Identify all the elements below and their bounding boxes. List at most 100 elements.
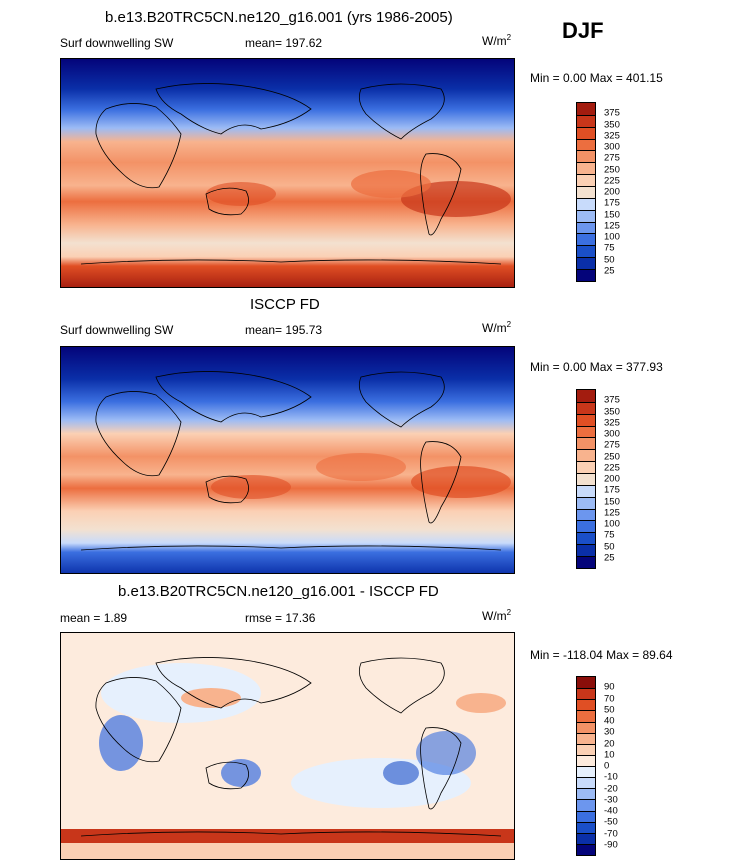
colorbar-cell [577, 843, 595, 855]
colorbar-cell [577, 821, 595, 833]
colorbar-cell [577, 221, 595, 234]
colorbar-tick-label: 100 [604, 518, 620, 530]
colorbar-cell [577, 233, 595, 246]
colorbar-tick-label: 300 [604, 428, 620, 440]
colorbar-tick-label: 375 [604, 107, 620, 119]
colorbar-cell [577, 437, 595, 450]
colorbar-cell [577, 209, 595, 222]
colorbar-tick-label: -90 [604, 839, 618, 851]
colorbar-cell [577, 484, 595, 497]
colorbar-cell [577, 461, 595, 474]
season-label: DJF [562, 18, 604, 43]
panel1-left-label: Surf downwelling SW [60, 36, 174, 50]
colorbar-tick-label: 275 [604, 439, 620, 451]
colorbar-cell [577, 532, 595, 545]
colorbar-cell [577, 832, 595, 844]
colorbar-tick-label: 200 [604, 186, 620, 198]
panel3-minmax: Min = -118.04 Max = 89.64 [530, 648, 673, 662]
colorbar-cell [577, 425, 595, 438]
colorbar-cell [577, 162, 595, 175]
colorbar-tick-label: 200 [604, 473, 620, 485]
colorbar-tick-label: 40 [604, 715, 615, 727]
panel3-colorbar [576, 676, 596, 856]
colorbar-tick-label: 50 [604, 704, 615, 716]
colorbar-cell [577, 496, 595, 509]
colorbar-tick-label: 90 [604, 681, 615, 693]
panel2-mean: mean= 195.73 [245, 323, 323, 337]
colorbar-cell [577, 788, 595, 800]
colorbar-cell [577, 138, 595, 151]
colorbar-tick-label: 225 [604, 462, 620, 474]
colorbar-cell [577, 390, 595, 402]
colorbar-tick-label: -10 [604, 771, 618, 783]
colorbar-tick-label: 325 [604, 417, 620, 429]
colorbar-tick-label: -30 [604, 794, 618, 806]
colorbar-cell [577, 520, 595, 533]
colorbar-cell [577, 245, 595, 258]
panel1-title: b.e13.B20TRC5CN.ne120_g16.001 (yrs 1986-… [105, 9, 453, 26]
colorbar-tick-label: 350 [604, 406, 620, 417]
panel3-mean: mean = 1.89 [60, 611, 128, 625]
panel1-mean: mean= 197.62 [245, 36, 323, 50]
colorbar-cell [577, 150, 595, 163]
panel2-units: W/m2 [482, 320, 512, 335]
colorbar-cell [577, 810, 595, 822]
colorbar-tick-label: 125 [604, 507, 620, 519]
colorbar-cell [577, 186, 595, 198]
colorbar-cell [577, 777, 595, 789]
colorbar-cell [577, 699, 595, 711]
colorbar-cell [577, 677, 595, 689]
colorbar-tick-label: -50 [604, 816, 618, 828]
colorbar-tick-label: 20 [604, 738, 615, 749]
colorbar-tick-label: 250 [604, 164, 620, 175]
colorbar-cell [577, 114, 595, 127]
panel3-rmse: rmse = 17.36 [245, 611, 316, 625]
colorbar-cell [577, 688, 595, 700]
colorbar-tick-label: 30 [604, 726, 615, 738]
colorbar-tick-label: -20 [604, 783, 618, 794]
panel2-map [60, 346, 515, 574]
colorbar-cell [577, 799, 595, 811]
panel1-minmax: Min = 0.00 Max = 401.15 [530, 71, 663, 85]
colorbar-cell [577, 197, 595, 210]
colorbar-tick-label: 350 [604, 119, 620, 130]
colorbar-tick-label: 175 [604, 484, 620, 496]
panel2-minmax: Min = 0.00 Max = 377.93 [530, 360, 663, 374]
colorbar-cell [577, 743, 595, 755]
colorbar-tick-label: 50 [604, 254, 615, 265]
colorbar-cell [577, 710, 595, 722]
colorbar-tick-label: 100 [604, 231, 620, 243]
colorbar-tick-label: 75 [604, 529, 615, 541]
panel3-title: b.e13.B20TRC5CN.ne120_g16.001 - ISCCP FD [118, 583, 439, 600]
colorbar-cell [577, 103, 595, 115]
panel3-units: W/m2 [482, 608, 512, 623]
panel1-map [60, 58, 515, 288]
panel3-map [60, 632, 515, 860]
colorbar-cell [577, 766, 595, 778]
colorbar-tick-label: 300 [604, 141, 620, 153]
colorbar-cell [577, 174, 595, 187]
colorbar-tick-label: 75 [604, 242, 615, 254]
colorbar-tick-label: 225 [604, 175, 620, 187]
colorbar-tick-label: 375 [604, 394, 620, 406]
colorbar-cell [577, 269, 595, 281]
colorbar-cell [577, 544, 595, 557]
colorbar-tick-label: 150 [604, 496, 620, 507]
colorbar-tick-label: 150 [604, 209, 620, 220]
colorbar-cell [577, 556, 595, 568]
colorbar-tick-label: 0 [604, 760, 610, 772]
panel2-left-label: Surf downwelling SW [60, 323, 174, 337]
colorbar-tick-label: -70 [604, 828, 618, 839]
colorbar-cell [577, 721, 595, 733]
colorbar-cell [577, 754, 595, 766]
colorbar-cell [577, 508, 595, 521]
colorbar-cell [577, 401, 595, 414]
colorbar-tick-label: 70 [604, 693, 615, 704]
panel2-title: ISCCP FD [250, 296, 320, 313]
colorbar-cell [577, 732, 595, 744]
colorbar-tick-label: 325 [604, 130, 620, 142]
colorbar-tick-label: 250 [604, 451, 620, 462]
colorbar-tick-label: 125 [604, 220, 620, 232]
colorbar-tick-label: 50 [604, 541, 615, 552]
colorbar-cell [577, 473, 595, 485]
